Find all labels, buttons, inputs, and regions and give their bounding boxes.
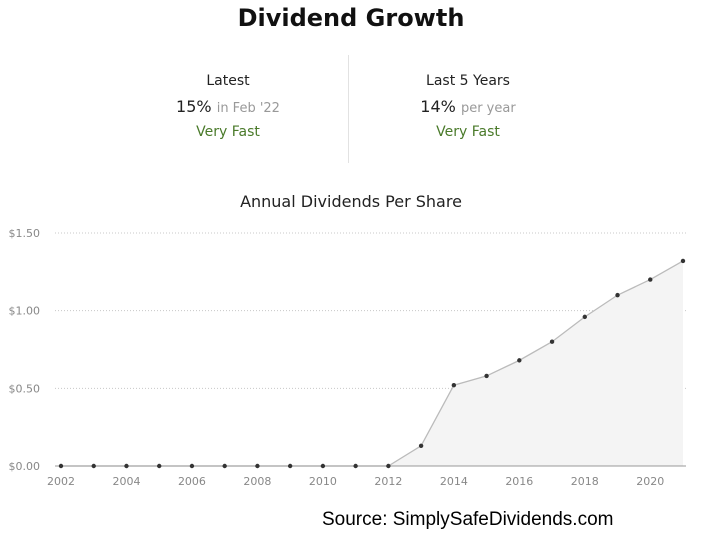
data-point: [615, 292, 620, 298]
x-tick-label: 2006: [178, 475, 206, 488]
x-tick-label: 2004: [112, 475, 140, 488]
stat-latest-rating: Very Fast: [196, 124, 260, 140]
stat-latest: Latest 15% in Feb '22 Very Fast: [108, 55, 348, 140]
y-tick-label: $0.50: [9, 382, 41, 395]
data-point: [517, 358, 522, 363]
stat-5yr-suffix: per year: [460, 101, 516, 116]
data-point: [353, 463, 358, 469]
data-point: [549, 339, 555, 344]
data-point: [680, 258, 686, 264]
stat-5yr-label: Last 5 Years: [426, 73, 510, 89]
stat-5yr: Last 5 Years 14% per year Very Fast: [348, 55, 588, 140]
x-tick-label: 2010: [309, 475, 337, 488]
area-fill: [61, 260, 683, 466]
stats-panel: Latest 15% in Feb '22 Very Fast Last 5 Y…: [0, 55, 702, 163]
data-point: [418, 443, 424, 449]
y-tick-label: $1.00: [9, 305, 41, 318]
data-point: [648, 277, 653, 282]
x-tick-label: 2018: [571, 475, 599, 488]
data-point: [320, 463, 326, 469]
data-point: [91, 463, 96, 469]
data-point: [582, 314, 587, 320]
stat-latest-value-row: 15% in Feb '22: [108, 97, 348, 116]
x-tick-label: 2014: [440, 475, 468, 488]
data-point: [189, 463, 195, 469]
chart-title: Annual Dividends Per Share: [240, 192, 462, 211]
data-point: [386, 463, 391, 469]
data-point: [157, 463, 162, 469]
stat-5yr-value: 14%: [420, 97, 456, 116]
page-title: Dividend Growth: [237, 4, 465, 32]
x-tick-label: 2016: [505, 475, 533, 488]
x-tick-label: 2008: [243, 475, 271, 488]
y-tick-label: $1.50: [9, 227, 41, 240]
x-tick-label: 2020: [636, 475, 664, 488]
dividend-chart: $0.00 $0.50 $1.00 $1.50 2002 2004 2006 2008 2010…: [9, 227, 686, 488]
stat-latest-suffix: in Feb '22: [216, 101, 280, 116]
data-point: [124, 463, 129, 469]
data-point: [222, 463, 227, 469]
stats-divider: [348, 55, 349, 163]
data-point: [451, 383, 457, 388]
x-tick-label: 2002: [47, 475, 75, 488]
data-point: [484, 373, 489, 379]
stat-latest-value: 15%: [176, 97, 212, 116]
data-point: [255, 463, 260, 469]
stat-5yr-value-row: 14% per year: [348, 97, 588, 116]
stat-latest-label: Latest: [206, 73, 250, 89]
stat-5yr-rating: Very Fast: [436, 124, 500, 140]
x-tick-label: 2012: [374, 475, 402, 488]
y-tick-label: $0.00: [9, 460, 41, 473]
data-point: [287, 463, 293, 469]
source-credit: Source: SimplySafeDividends.com: [322, 509, 614, 530]
data-point: [58, 463, 64, 469]
